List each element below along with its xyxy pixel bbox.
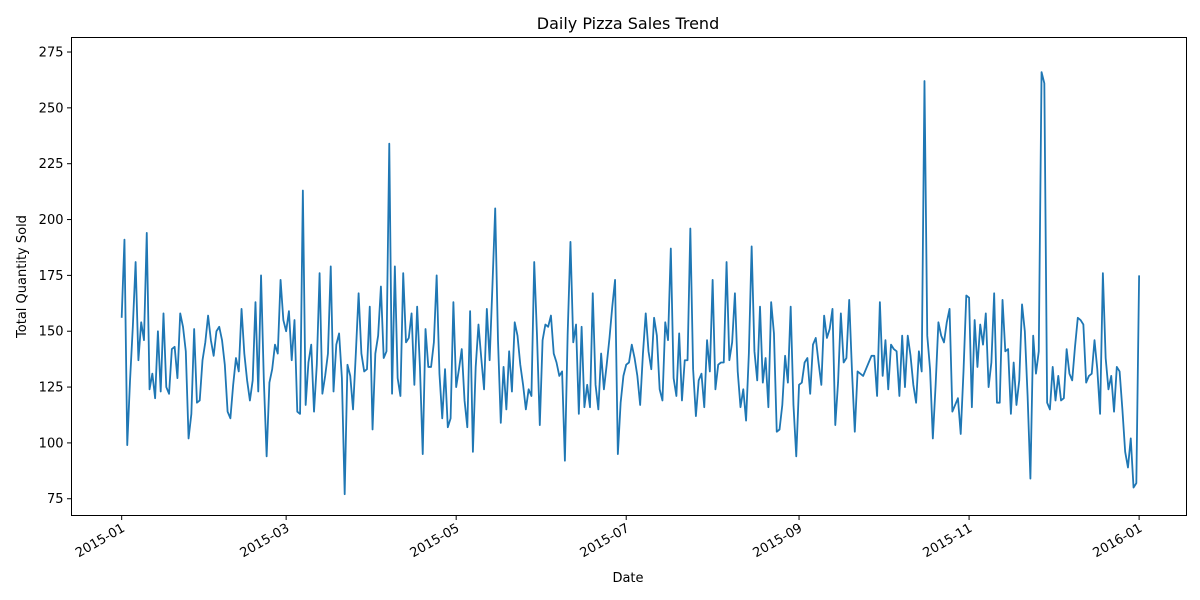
y-tick-label: 225 <box>39 157 64 172</box>
y-tick-label: 200 <box>39 213 64 228</box>
y-tick-label: 150 <box>39 325 64 340</box>
chart-title: Daily Pizza Sales Trend <box>537 14 719 33</box>
plot-frame <box>71 37 1187 516</box>
y-axis-title: Total Quantity Sold <box>15 215 30 339</box>
y-tick-label: 275 <box>39 46 64 61</box>
chart-marks <box>120 71 1141 496</box>
y-axis: 75 100 125 150 175 200 225 250 275 <box>39 46 72 507</box>
x-axis-title: Date <box>612 571 643 586</box>
y-tick-label: 100 <box>39 436 64 451</box>
y-tick-label: 250 <box>39 101 64 116</box>
y-tick-label: 175 <box>39 269 64 284</box>
y-tick-label: 125 <box>39 381 64 396</box>
y-tick-label: 75 <box>47 492 64 507</box>
series-line-0 <box>120 71 1141 496</box>
